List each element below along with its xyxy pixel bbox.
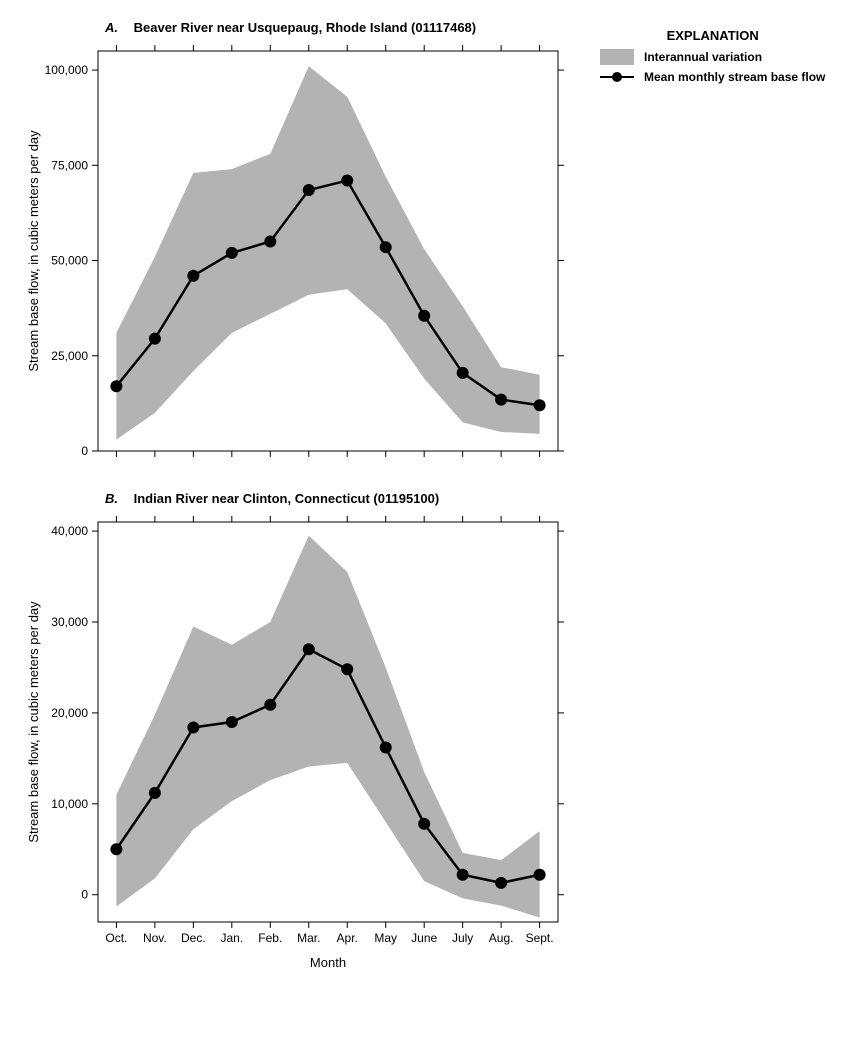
data-marker xyxy=(341,663,353,675)
legend-row-line: Mean monthly stream base flow xyxy=(600,69,825,85)
data-marker xyxy=(457,869,469,881)
panel-b-title: B. Indian River near Clinton, Connecticu… xyxy=(105,491,570,506)
data-marker xyxy=(341,175,353,187)
panel-a-title-text: Beaver River near Usquepaug, Rhode Islan… xyxy=(134,20,476,35)
panel-a-letter: A. xyxy=(105,20,118,35)
data-marker xyxy=(264,235,276,247)
data-marker xyxy=(457,367,469,379)
y-tick-label: 0 xyxy=(81,888,88,902)
y-tick-label: 100,000 xyxy=(45,63,89,77)
data-marker xyxy=(303,184,315,196)
data-marker xyxy=(110,380,122,392)
data-marker xyxy=(110,843,122,855)
panel-a: A. Beaver River near Usquepaug, Rhode Is… xyxy=(20,20,570,471)
legend-title: EXPLANATION xyxy=(600,28,825,43)
data-marker xyxy=(149,333,161,345)
data-marker xyxy=(187,270,199,282)
x-tick-label: Aug. xyxy=(489,931,514,945)
x-tick-label: May xyxy=(374,931,397,945)
data-marker xyxy=(534,399,546,411)
x-tick-label: Nov. xyxy=(143,931,167,945)
data-marker xyxy=(418,818,430,830)
y-tick-label: 25,000 xyxy=(51,349,88,363)
legend-swatch-area-icon xyxy=(600,49,634,65)
y-tick-label: 20,000 xyxy=(51,706,88,720)
x-tick-label: Oct. xyxy=(105,931,127,945)
y-tick-label: 0 xyxy=(81,444,88,458)
panel-a-chart: 0 25,000 50,000 75,000 100,000 Stream base fl… xyxy=(20,41,570,471)
charts-column: A. Beaver River near Usquepaug, Rhode Is… xyxy=(20,20,570,977)
y-tick-label: 10,000 xyxy=(51,797,88,811)
figure: A. Beaver River near Usquepaug, Rhode Is… xyxy=(20,20,832,977)
data-marker xyxy=(380,741,392,753)
x-tick-label: Dec. xyxy=(181,931,206,945)
x-tick-label: Feb. xyxy=(258,931,282,945)
panel-b-title-text: Indian River near Clinton, Connecticut (… xyxy=(134,491,440,506)
y-tick-label: 75,000 xyxy=(51,158,88,172)
data-marker xyxy=(226,247,238,259)
panel-b-letter: B. xyxy=(105,491,118,506)
data-marker xyxy=(418,310,430,322)
y-axis-label: Stream base flow, in cubic meters per da… xyxy=(26,601,41,843)
data-marker xyxy=(226,716,238,728)
legend: EXPLANATION Interannual variation Mean m… xyxy=(600,28,825,89)
legend-line-label: Mean monthly stream base flow xyxy=(644,70,825,84)
x-tick-label: Mar. xyxy=(297,931,320,945)
panel-b-chart: 0 10,000 20,000 30,000 40,000 Oct. Nov. Dec. Jan… xyxy=(20,512,570,977)
data-marker xyxy=(534,869,546,881)
x-tick-label: Jan. xyxy=(220,931,243,945)
legend-area-label: Interannual variation xyxy=(644,50,762,64)
data-marker xyxy=(303,643,315,655)
legend-swatch-line-icon xyxy=(600,69,634,85)
panel-a-title: A. Beaver River near Usquepaug, Rhode Is… xyxy=(105,20,570,35)
x-tick-label: June xyxy=(411,931,437,945)
data-marker xyxy=(380,241,392,253)
data-marker xyxy=(149,787,161,799)
y-axis-label: Stream base flow, in cubic meters per da… xyxy=(26,130,41,372)
x-tick-label: Apr. xyxy=(337,931,358,945)
data-marker xyxy=(187,721,199,733)
y-tick-label: 40,000 xyxy=(51,524,88,538)
y-tick-label: 50,000 xyxy=(51,254,88,268)
legend-row-area: Interannual variation xyxy=(600,49,825,65)
y-tick-label: 30,000 xyxy=(51,615,88,629)
x-tick-label: July xyxy=(452,931,473,945)
x-axis-label: Month xyxy=(310,955,346,970)
data-marker xyxy=(495,877,507,889)
x-tick-label: Sept. xyxy=(526,931,554,945)
data-marker xyxy=(495,394,507,406)
panel-b: B. Indian River near Clinton, Connecticu… xyxy=(20,491,570,977)
data-marker xyxy=(264,699,276,711)
